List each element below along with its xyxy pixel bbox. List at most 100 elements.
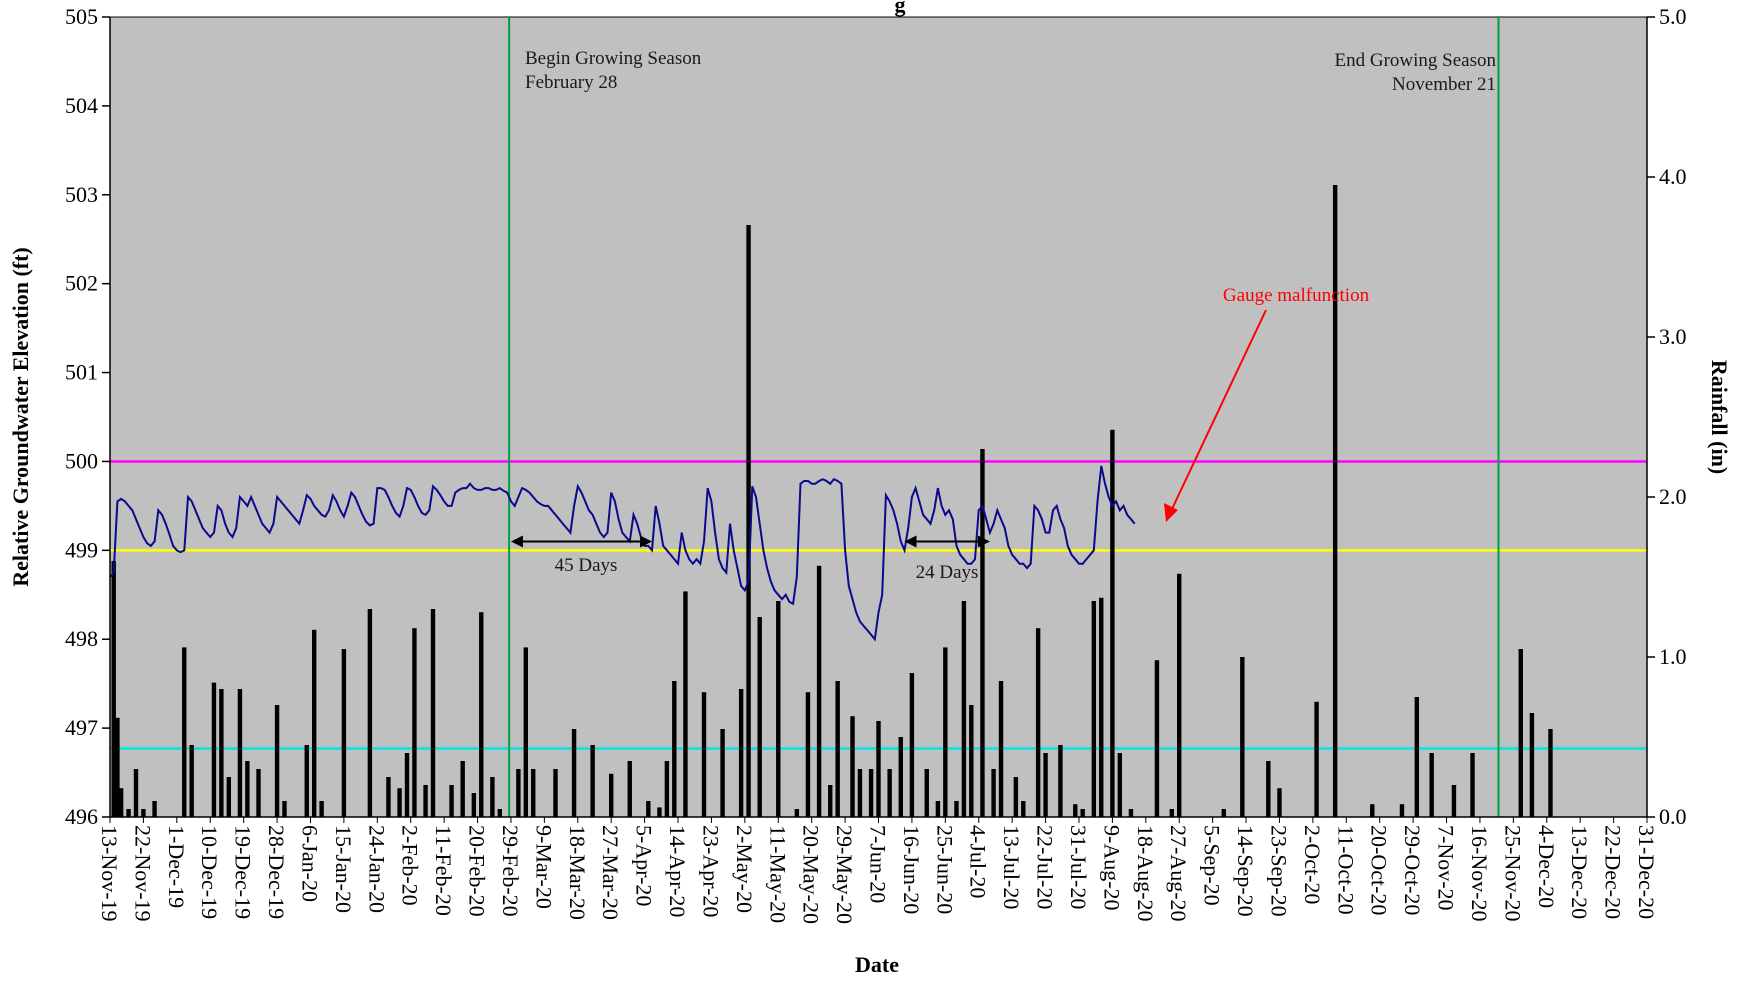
rainfall-bar: [1035, 628, 1041, 817]
rainfall-bar: [991, 769, 996, 817]
x-tick-label: 20-Oct-20: [1367, 825, 1392, 915]
span-arrowhead-left: [904, 535, 917, 548]
gauge-malfunction-arrowhead: [1164, 503, 1178, 522]
y-tick-label: 500: [65, 448, 98, 473]
rainfall-bar: [479, 612, 484, 817]
rainfall-bar: [646, 801, 651, 817]
y-tick-label: 504: [65, 93, 98, 118]
y-tick-label: 496: [65, 804, 98, 829]
x-tick-label: 4-Dec-20: [1534, 825, 1559, 908]
end-season-label-line1: End Growing Season: [1335, 50, 1497, 71]
rainfall-bar: [282, 801, 287, 817]
x-tick-label: 5-Apr-20: [632, 825, 657, 906]
rainfall-bar: [226, 777, 232, 817]
rainfall-bar: [1058, 745, 1063, 817]
x-tick-label: 18-Mar-20: [565, 825, 590, 920]
rainfall-bar: [141, 809, 146, 817]
y-tick-label: 501: [65, 360, 98, 385]
rainfall-bar: [876, 721, 881, 817]
x-tick-label: 2-Oct-20: [1300, 825, 1325, 904]
rainfall-bar: [256, 769, 261, 817]
rainfall-bar: [1013, 777, 1019, 817]
rainfall-bar: [245, 761, 250, 817]
x-tick-label: 13-Dec-20: [1567, 825, 1592, 919]
rainfall-bar: [516, 769, 521, 817]
rainfall-bar: [497, 809, 503, 817]
x-tick-label: 13-Jul-20: [999, 825, 1024, 909]
rainfall-bar: [182, 647, 187, 817]
rainfall-bar: [969, 705, 974, 817]
rainfall-bar: [274, 705, 280, 817]
begin-season-label-line2: February 28: [525, 72, 617, 93]
x-tick-label: 15-Jan-20: [331, 825, 356, 913]
rainfall-bar: [627, 761, 632, 817]
rainfall-bar: [1080, 809, 1085, 817]
span-arrowhead-left: [510, 535, 523, 548]
rainfall-bar: [404, 753, 410, 817]
rainfall-bar: [1240, 657, 1245, 817]
rainfall-bar: [311, 629, 317, 817]
rainfall-bar: [1110, 429, 1115, 817]
x-tick-label: 5-Sep-20: [1200, 825, 1225, 906]
y2-axis-title: Rainfall (in): [1707, 360, 1732, 474]
rainfall-bar: [397, 788, 402, 817]
x-tick-label: 29-May-20: [832, 825, 857, 924]
x-tick-label: 31-Jul-20: [1066, 825, 1091, 909]
plot-background: [109, 16, 1648, 818]
x-tick-label: 16-Nov-20: [1467, 825, 1492, 922]
rainfall-bar: [304, 745, 309, 817]
x-tick-label: 25-Jun-20: [932, 825, 957, 914]
rainfall-bar: [1414, 697, 1420, 817]
rainfall-bar: [449, 785, 454, 817]
y-tick-label: 503: [65, 182, 98, 207]
rainfall-bar: [1021, 801, 1026, 817]
rainfall-bar: [531, 769, 536, 817]
rainfall-bar: [1548, 729, 1553, 817]
x-tick-label: 14-Sep-20: [1233, 825, 1258, 917]
rainfall-bar: [1073, 804, 1078, 817]
rainfall-bar: [1177, 573, 1182, 817]
x-tick-label: 28-Dec-19: [264, 825, 289, 919]
rainfall-bar: [608, 773, 614, 817]
rainfall-bar: [746, 225, 751, 817]
x-tick-label: 22-Jul-20: [1033, 825, 1058, 909]
rainfall-bar: [115, 717, 120, 817]
x-tick-label: 6-Jan-20: [298, 825, 323, 902]
rainfall-bar: [1277, 788, 1282, 817]
x-tick-label: 11-Oct-20: [1333, 825, 1358, 915]
rainfall-bar: [1091, 601, 1097, 817]
y-tick-label: 502: [65, 271, 98, 296]
x-axis-title: Date: [855, 952, 899, 977]
x-tick-label: 24-Jan-20: [364, 825, 389, 913]
y2-tick-label: 2.0: [1659, 484, 1687, 509]
rainfall-bar: [898, 737, 903, 817]
rainfall-bar: [868, 769, 874, 817]
rainfall-bar: [683, 591, 688, 817]
rainfall-bar: [1470, 753, 1475, 817]
x-tick-label: 1-Dec-19: [164, 825, 189, 908]
x-tick-label: 16-Jun-20: [899, 825, 924, 914]
rainfall-bar: [367, 609, 373, 817]
x-tick-label: 22-Nov-19: [130, 825, 155, 922]
rainfall-bar: [133, 769, 139, 817]
rainfall-bar: [924, 769, 929, 817]
rainfall-bar: [805, 692, 811, 817]
x-tick-label: 27-Mar-20: [598, 825, 623, 920]
end-season-label-line2: November 21: [1392, 74, 1496, 95]
rainfall-bar: [909, 673, 915, 817]
x-tick-label: 29-Feb-20: [498, 825, 523, 917]
y-tick-label: 498: [65, 626, 98, 651]
rainfall-bar: [757, 617, 762, 817]
rainfall-bar: [1221, 809, 1226, 817]
rainfall-bar: [571, 729, 577, 817]
rainfall-bar: [954, 801, 959, 817]
rainfall-bar: [980, 449, 985, 817]
x-tick-label: 25-Nov-20: [1500, 825, 1525, 922]
rainfall-bar: [490, 777, 495, 817]
rainfall-bar: [961, 601, 967, 817]
rainfall-bar: [319, 801, 324, 817]
x-tick-label: 9-Aug-20: [1099, 825, 1124, 911]
y-tick-label: 497: [65, 715, 98, 740]
rainfall-bar: [835, 681, 840, 817]
